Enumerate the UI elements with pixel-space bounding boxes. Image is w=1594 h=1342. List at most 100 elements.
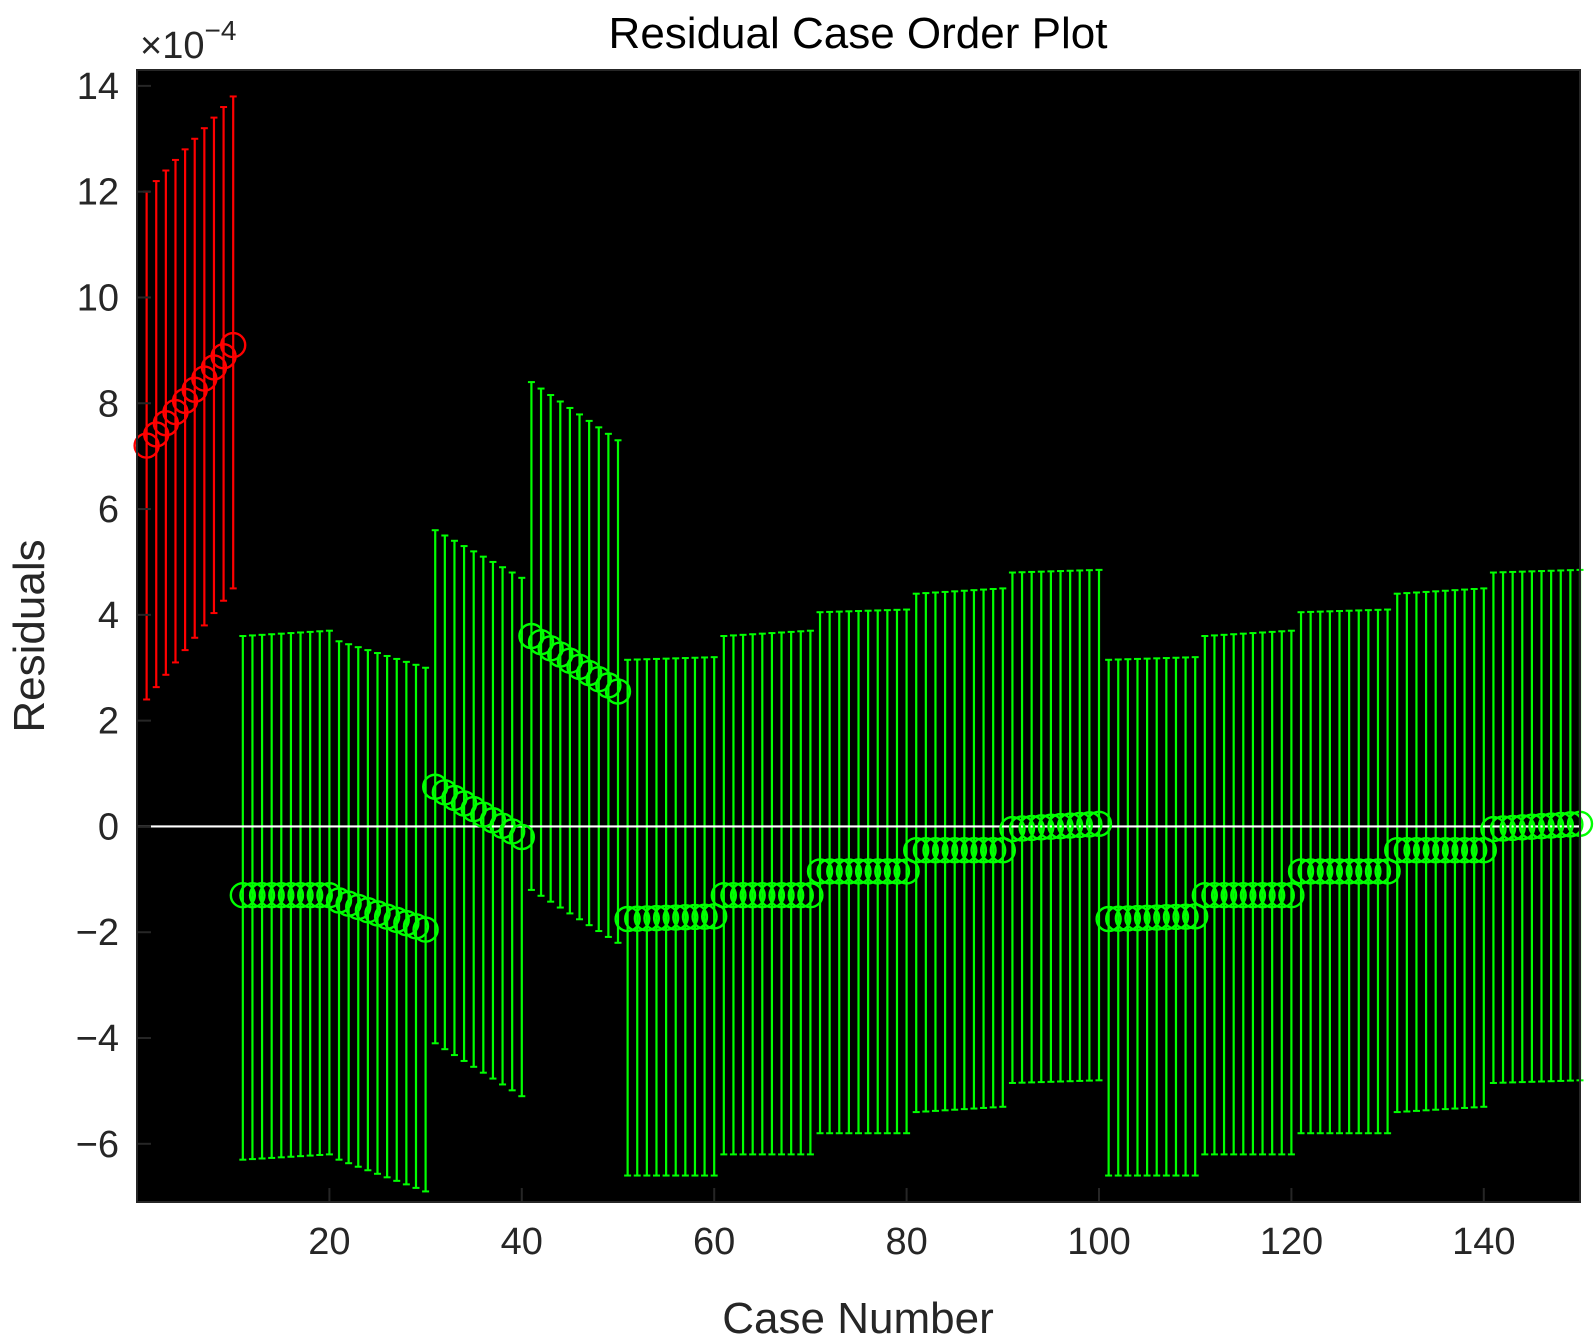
residual-point-58 bbox=[681, 903, 709, 931]
residual-point-85 bbox=[941, 837, 968, 864]
case-89 bbox=[989, 587, 997, 1109]
residual-point-74 bbox=[835, 858, 863, 885]
case-53 bbox=[643, 658, 651, 1177]
residual-point-67 bbox=[768, 881, 795, 909]
residual-point-54 bbox=[643, 904, 670, 932]
case-103 bbox=[1124, 658, 1132, 1177]
case-61 bbox=[720, 635, 728, 1156]
case-58 bbox=[691, 656, 699, 1177]
case-134 bbox=[1422, 590, 1430, 1112]
residual-point-121 bbox=[1287, 858, 1315, 885]
case-137 bbox=[1451, 589, 1459, 1110]
residual-point-14 bbox=[258, 881, 285, 909]
case-121 bbox=[1297, 611, 1305, 1135]
residual-point-18 bbox=[296, 881, 324, 909]
residual-point-113 bbox=[1210, 881, 1238, 909]
case-125 bbox=[1336, 610, 1343, 1135]
residual-point-88 bbox=[970, 837, 997, 864]
case-141 bbox=[1489, 571, 1497, 1084]
residual-point-118 bbox=[1258, 881, 1286, 909]
case-104 bbox=[1133, 657, 1141, 1177]
residual-point-82 bbox=[912, 837, 940, 864]
case-10 bbox=[229, 95, 237, 590]
case-136 bbox=[1441, 589, 1449, 1111]
residual-point-70 bbox=[797, 881, 824, 909]
case-114 bbox=[1230, 633, 1238, 1156]
case-23 bbox=[354, 646, 362, 1168]
residual-point-30 bbox=[412, 916, 439, 943]
residual-point-131 bbox=[1384, 837, 1411, 864]
case-2 bbox=[152, 180, 160, 689]
residual-point-16 bbox=[277, 881, 305, 909]
residual-point-103 bbox=[1114, 905, 1142, 932]
residual-point-81 bbox=[903, 837, 930, 864]
residual-point-130 bbox=[1374, 858, 1401, 885]
x-tick-label: 80 bbox=[885, 1221, 927, 1263]
case-83 bbox=[931, 591, 939, 1112]
residual-point-59 bbox=[691, 903, 718, 930]
case-135 bbox=[1432, 590, 1440, 1111]
x-axis-label: Case Number bbox=[722, 1294, 993, 1342]
case-117 bbox=[1259, 631, 1267, 1156]
y-tick-label: −4 bbox=[76, 1018, 119, 1060]
case-105 bbox=[1143, 657, 1151, 1177]
residual-point-137 bbox=[1441, 837, 1469, 864]
case-115 bbox=[1239, 632, 1247, 1156]
residual-point-10 bbox=[219, 331, 247, 359]
case-13 bbox=[258, 633, 266, 1160]
y-tick-label: 0 bbox=[98, 806, 119, 848]
y-exponent-power: −4 bbox=[204, 15, 236, 46]
residual-point-142 bbox=[1489, 815, 1517, 842]
residual-point-76 bbox=[854, 858, 882, 885]
residual-point-61 bbox=[710, 881, 738, 909]
y-tick-label: −6 bbox=[76, 1124, 119, 1166]
residual-point-92 bbox=[1008, 815, 1036, 842]
case-101 bbox=[1105, 658, 1113, 1177]
case-25 bbox=[374, 652, 381, 1175]
case-77 bbox=[874, 609, 882, 1135]
case-71 bbox=[816, 611, 824, 1135]
case-22 bbox=[345, 643, 353, 1165]
residual-point-94 bbox=[1028, 814, 1055, 841]
residual-point-40 bbox=[508, 823, 535, 851]
residual-point-98 bbox=[1066, 811, 1093, 839]
case-119 bbox=[1278, 630, 1286, 1156]
case-138 bbox=[1461, 588, 1469, 1109]
y-axis-label: Residuals bbox=[5, 539, 54, 732]
case-16 bbox=[287, 632, 295, 1158]
case-14 bbox=[268, 633, 276, 1159]
residual-point-134 bbox=[1412, 837, 1440, 864]
axes-frame bbox=[136, 69, 1581, 1203]
case-111 bbox=[1201, 635, 1209, 1156]
case-28 bbox=[402, 660, 410, 1186]
residual-point-147 bbox=[1537, 812, 1565, 839]
residual-point-140 bbox=[1470, 837, 1498, 864]
residual-point-110 bbox=[1181, 903, 1209, 930]
x-tick-label: 140 bbox=[1452, 1221, 1515, 1263]
residual-point-105 bbox=[1133, 904, 1161, 932]
residual-point-69 bbox=[787, 881, 814, 909]
case-120 bbox=[1287, 629, 1295, 1156]
residual-point-108 bbox=[1162, 903, 1190, 931]
residual-point-83 bbox=[922, 837, 949, 864]
residual-point-13 bbox=[248, 881, 276, 909]
data-marks bbox=[133, 95, 1594, 1193]
case-90 bbox=[999, 587, 1007, 1108]
residual-point-114 bbox=[1220, 881, 1247, 909]
residual-point-96 bbox=[1047, 812, 1074, 840]
residual-point-138 bbox=[1451, 837, 1478, 864]
residual-point-136 bbox=[1432, 837, 1459, 864]
case-107 bbox=[1162, 657, 1170, 1177]
residual-point-17 bbox=[287, 881, 314, 909]
y-tick-label: 2 bbox=[98, 701, 119, 743]
case-74 bbox=[845, 610, 853, 1135]
case-4 bbox=[171, 158, 179, 664]
case-17 bbox=[297, 631, 305, 1158]
case-110 bbox=[1191, 656, 1199, 1177]
residual-point-148 bbox=[1547, 811, 1574, 839]
residual-point-60 bbox=[701, 903, 728, 930]
residual-point-80 bbox=[893, 858, 920, 885]
case-100 bbox=[1095, 568, 1103, 1082]
residual-point-53 bbox=[633, 905, 661, 932]
